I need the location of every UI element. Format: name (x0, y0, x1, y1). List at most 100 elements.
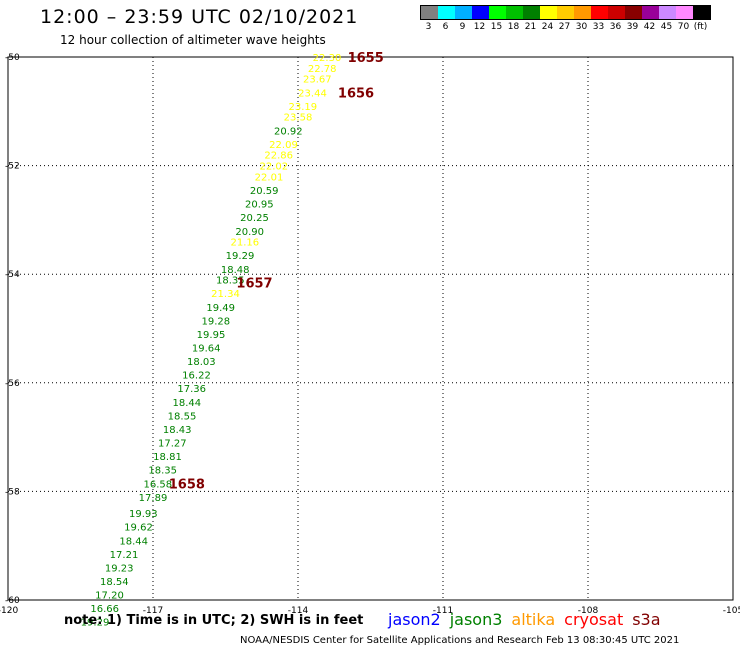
wave-height-value: 19.29 (81, 618, 110, 629)
satellite-label: jason2 (388, 610, 441, 629)
legend-label: (ft) (693, 22, 708, 32)
wave-height-value: 22.86 (264, 151, 293, 162)
legend-label: 12 (473, 22, 486, 32)
legend-swatch (625, 6, 642, 19)
legend-label: 9 (459, 22, 466, 32)
wave-height-value: 21.16 (231, 238, 260, 249)
wave-height-value: 19.93 (129, 509, 158, 520)
wave-height-value: 17.20 (95, 591, 124, 602)
legend-label: 70 (677, 22, 690, 32)
y-tick-label: -50 (5, 53, 20, 63)
legend-swatch (676, 6, 693, 19)
legend-labels: 3 6 9 12 15 18 21 24 27 30 33 36 39 42 45 70 (ft) (420, 20, 711, 34)
legend-swatch (608, 6, 625, 19)
wave-height-value: 16.58 (144, 479, 173, 490)
footer-note: note: 1) Time is in UTC; 2) SWH is in fe… (64, 613, 364, 628)
wave-height-value: 22.02 (260, 162, 289, 173)
wave-height-value: 17.36 (177, 384, 206, 395)
legend-label: 18 (507, 22, 520, 32)
y-tick-label: -60 (5, 596, 20, 606)
wave-height-value: 16.66 (90, 604, 119, 615)
legend-swatch (540, 6, 557, 19)
wave-height-value: 20.95 (245, 200, 274, 211)
wave-height-value: 17.27 (158, 439, 187, 450)
wave-height-value: 19.64 (192, 344, 221, 355)
wave-height-value: 23.67 (303, 75, 332, 86)
wave-height-value: 19.95 (197, 330, 226, 341)
wave-height-value: 22.78 (308, 64, 337, 75)
footer-credit: NOAA/NESDIS Center for Satellite Applica… (240, 635, 680, 646)
time-label: 1655 (348, 51, 384, 66)
x-tick-label: -111 (433, 606, 453, 616)
time-label: 1658 (169, 477, 205, 492)
wave-height-value: 21.34 (211, 289, 240, 300)
legend-swatch (455, 6, 472, 19)
wave-height-value: 23.19 (289, 102, 318, 113)
legend-swatch (421, 6, 438, 19)
legend-swatch (523, 6, 540, 19)
time-label: 1657 (236, 276, 272, 291)
legend-label: 21 (524, 22, 537, 32)
wave-height-value: 23.44 (298, 88, 327, 99)
x-tick-label: -105 (723, 606, 740, 616)
y-tick-label: -54 (5, 270, 20, 280)
wave-height-value: 18.81 (153, 452, 182, 463)
legend-label: 39 (626, 22, 639, 32)
satellite-label: altika (511, 610, 556, 629)
legend-swatch (574, 6, 591, 19)
legend-swatch (506, 6, 523, 19)
legend-label: 15 (490, 22, 503, 32)
satellite-label: cryosat (564, 610, 624, 629)
chart-subtitle: 12 hour collection of altimeter wave hei… (60, 33, 326, 47)
legend-label: 27 (558, 22, 571, 32)
y-tick-label: -58 (5, 487, 20, 497)
legend-swatch (472, 6, 489, 19)
legend-label: 36 (609, 22, 622, 32)
wave-height-value: 22.30 (313, 53, 342, 64)
wave-height-value: 17.21 (110, 550, 139, 561)
wave-height-value: 19.29 (226, 251, 255, 262)
wave-height-value: 19.23 (105, 563, 134, 574)
wave-height-value: 16.22 (182, 371, 211, 382)
time-label: 1656 (338, 86, 374, 101)
x-tick-label: -117 (143, 606, 163, 616)
satellite-label: jason3 (449, 610, 503, 629)
wave-height-value: 19.49 (206, 303, 235, 314)
wave-height-value: 18.48 (221, 265, 250, 276)
legend-label: 30 (575, 22, 588, 32)
wave-height-value: 18.54 (100, 577, 129, 588)
legend-swatch (489, 6, 506, 19)
color-scale-legend: 3 6 9 12 15 18 21 24 27 30 33 36 39 42 45 70 (ft) (420, 5, 711, 34)
legend-swatch (591, 6, 608, 19)
x-tick-label: -114 (288, 606, 309, 616)
wave-height-value: 23.58 (284, 113, 313, 124)
y-tick-label: -56 (5, 379, 20, 389)
legend-swatch (642, 6, 659, 19)
x-tick-label: -120 (0, 606, 18, 616)
legend-label: 24 (541, 22, 554, 32)
legend-swatch (438, 6, 455, 19)
wave-height-value: 18.44 (173, 398, 202, 409)
wave-height-value: 18.35 (216, 276, 245, 287)
legend-swatches (420, 5, 711, 20)
page-title: 12:00 – 23:59 UTC 02/10/2021 (40, 6, 359, 28)
y-tick-label: -52 (5, 162, 20, 172)
legend-swatch (659, 6, 676, 19)
wave-height-value: 18.43 (163, 425, 192, 436)
legend-swatch (693, 6, 710, 19)
wave-height-value: 18.35 (148, 466, 177, 477)
wave-height-value: 20.59 (250, 186, 279, 197)
wave-height-value: 22.01 (255, 172, 284, 183)
wave-height-value: 20.90 (235, 227, 264, 238)
x-tick-label: -108 (578, 606, 599, 616)
wave-height-value: 20.25 (240, 213, 269, 224)
wave-height-value: 20.92 (274, 126, 303, 137)
satellite-label: s3a (632, 610, 661, 629)
plot-frame (7, 56, 734, 601)
legend-label: 3 (425, 22, 432, 32)
legend-label: 42 (643, 22, 656, 32)
wave-height-value: 18.03 (187, 357, 216, 368)
satellite-legend: jason2 jason3 altika cryosat s3a (388, 610, 670, 629)
wave-height-value: 18.44 (119, 536, 148, 547)
